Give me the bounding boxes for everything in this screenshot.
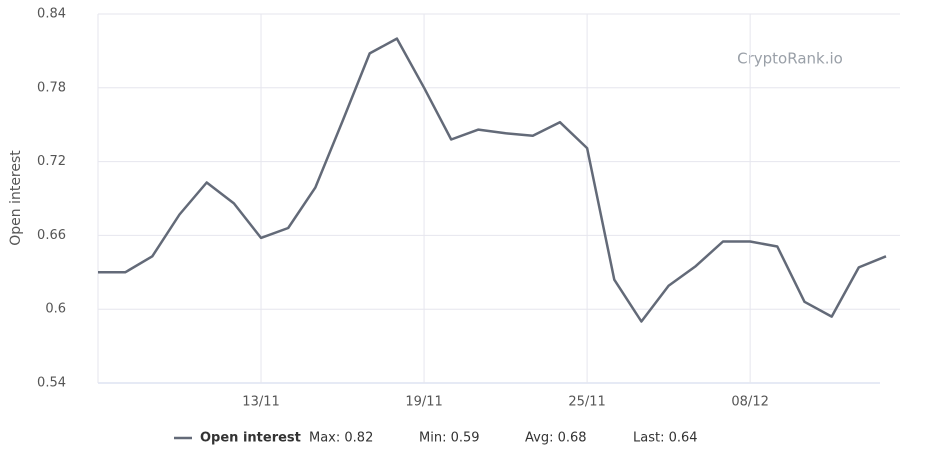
legend-stat: Min: 0.59 bbox=[419, 431, 480, 446]
legend-stat: Max: 0.82 bbox=[309, 431, 373, 446]
x-tick-label: 08/12 bbox=[731, 395, 768, 410]
x-tick-label: 19/11 bbox=[405, 395, 442, 410]
y-tick-label: 0.66 bbox=[37, 228, 66, 243]
x-tick-label: 13/11 bbox=[242, 395, 279, 410]
y-tick-label: 0.54 bbox=[37, 376, 66, 391]
y-tick-label: 0.72 bbox=[37, 154, 66, 169]
y-tick-label: 0.84 bbox=[37, 7, 66, 22]
y-tick-label: 0.78 bbox=[37, 80, 66, 95]
y-axis-label: Open interest bbox=[8, 150, 24, 246]
watermark: CryptoRank.io bbox=[737, 50, 843, 68]
legend-stat: Last: 0.64 bbox=[633, 431, 698, 446]
x-tick-label: 25/11 bbox=[568, 395, 605, 410]
y-tick-label: 0.6 bbox=[45, 302, 66, 317]
data-line bbox=[98, 37, 887, 323]
legend-label[interactable]: Open interest bbox=[200, 431, 301, 446]
legend-stat: Avg: 0.68 bbox=[525, 431, 587, 446]
